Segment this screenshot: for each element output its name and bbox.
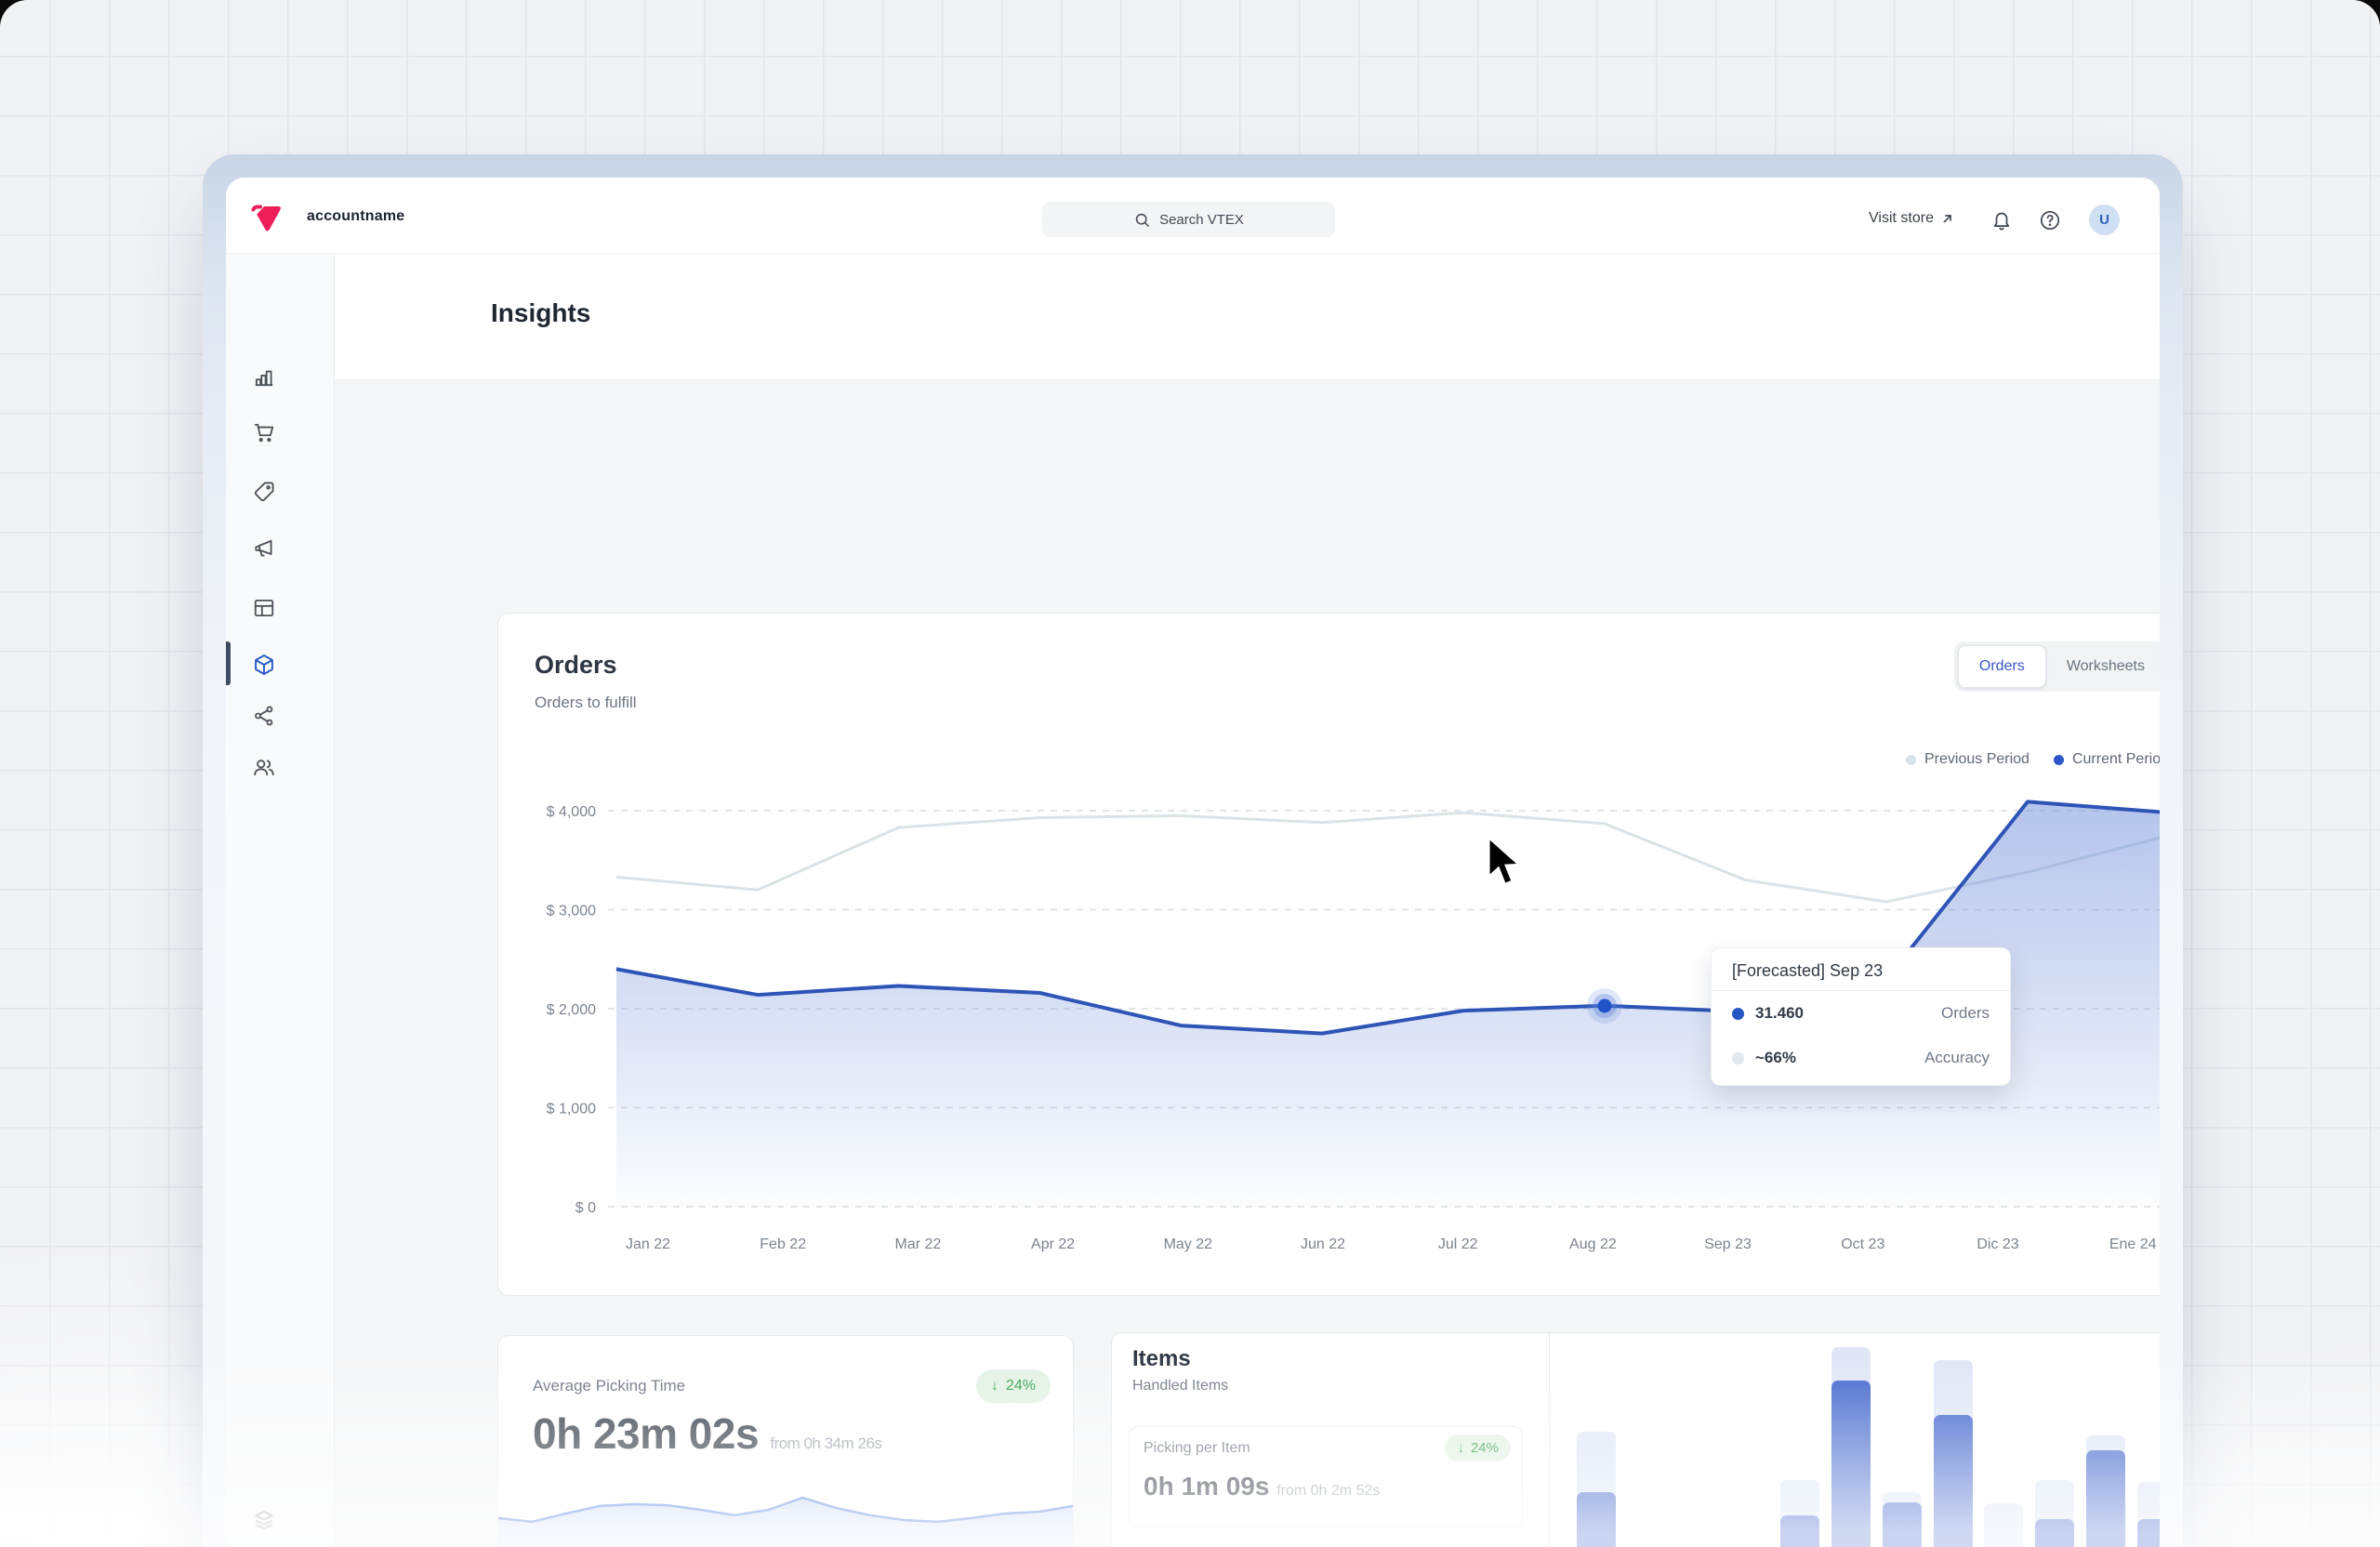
sidebar-item-orders-cart[interactable] (252, 420, 276, 444)
avatar[interactable]: U (2089, 205, 2120, 235)
svg-text:$ 1,000: $ 1,000 (547, 1102, 596, 1117)
tooltip-row-accuracy: ~66% Accuracy (1732, 1049, 1990, 1067)
legend-current-period: Current Period (2053, 751, 2160, 768)
avatar-initial: U (2099, 212, 2109, 228)
tooltip-title: [Forecasted] Sep 23 (1732, 961, 1884, 980)
svg-text:Ene 24: Ene 24 (2109, 1236, 2157, 1252)
sidebar-item-apps-layers[interactable] (252, 1508, 276, 1532)
tooltip-row-orders: 31.460 Orders (1732, 1004, 1990, 1023)
avg-picking-sparkline (498, 1496, 1073, 1547)
orders-card-subtitle: Orders to fulfill (535, 694, 637, 711)
svg-text:Feb 22: Feb 22 (760, 1236, 806, 1252)
svg-text:$ 0: $ 0 (575, 1200, 596, 1216)
page-header: Insights (335, 254, 2160, 380)
admin-window: accountname Search VTEX Visit store U (226, 178, 2160, 1547)
active-item-indicator (226, 641, 231, 685)
svg-text:$ 2,000: $ 2,000 (547, 1002, 596, 1018)
search-input[interactable]: Search VTEX (1042, 202, 1335, 237)
bar-actual (1933, 1415, 1973, 1547)
sidebar-item-users[interactable] (252, 755, 276, 779)
sidebar-item-analytics[interactable] (252, 364, 276, 389)
sidebar-item-promotions-tag[interactable] (252, 480, 276, 504)
external-arrow-icon (1943, 214, 1951, 223)
handled-items-bar-chart (1549, 1333, 2160, 1547)
avg-picking-value: 0h 23m 02s from 0h 34m 26s (533, 1409, 882, 1458)
legend-previous-period: Previous Period (1906, 751, 2030, 768)
content-area: Orders Orders to fulfill Orders Workshee… (335, 380, 2160, 1547)
orders-card: Orders Orders to fulfill Orders Workshee… (497, 613, 2160, 1296)
page-title: Insights (491, 298, 591, 327)
svg-text:Jun 22: Jun 22 (1301, 1236, 1345, 1252)
picking-per-item-from: from 0h 2m 52s (1276, 1483, 1381, 1499)
bar-actual (1577, 1491, 1616, 1547)
window-frame: accountname Search VTEX Visit store U (203, 154, 2183, 1547)
picking-per-item-badge: ↓ 24% (1445, 1435, 1511, 1461)
svg-text:Dic 23: Dic 23 (1977, 1236, 2018, 1252)
bar-forecast-cap (1984, 1503, 2024, 1547)
notifications-bell-icon[interactable] (1990, 209, 2013, 231)
sidebar (226, 254, 335, 1547)
orders-card-title: Orders (535, 651, 617, 679)
vtex-logo-icon[interactable] (250, 205, 282, 234)
svg-text:Sep 23: Sep 23 (1704, 1236, 1752, 1252)
legend-dot-current (2053, 754, 2064, 765)
svg-text:Jul 22: Jul 22 (1438, 1236, 1478, 1252)
orders-worksheets-toggle: Orders Worksheets (1953, 641, 2160, 692)
tooltip-divider (1712, 990, 2010, 991)
sidebar-item-storefront-layout[interactable] (252, 596, 276, 620)
chart-tooltip: [Forecasted] Sep 23 31.460 Orders ~66% A… (1711, 947, 2011, 1086)
svg-text:$ 4,000: $ 4,000 (547, 804, 596, 820)
avg-picking-from: from 0h 34m 26s (770, 1435, 882, 1452)
items-subtitle: Handled Items (1132, 1378, 1229, 1394)
sidebar-item-shipping-cube[interactable] (252, 653, 276, 677)
svg-text:Aug 22: Aug 22 (1569, 1236, 1617, 1252)
sidebar-item-integrations-share[interactable] (252, 704, 276, 728)
svg-text:Mar 22: Mar 22 (895, 1236, 942, 1252)
bar-actual (2136, 1519, 2160, 1547)
avg-picking-title: Average Picking Time (533, 1377, 686, 1395)
tooltip-dot-accuracy (1732, 1051, 1744, 1064)
svg-text:Oct 23: Oct 23 (1841, 1236, 1884, 1252)
avg-picking-badge: ↓ 24% (975, 1369, 1051, 1403)
arrow-down-icon: ↓ (990, 1378, 998, 1394)
bar-actual (2086, 1450, 2125, 1547)
arrow-down-icon: ↓ (1457, 1440, 1464, 1456)
tab-worksheets[interactable]: Worksheets (2066, 658, 2145, 674)
bar-actual (1780, 1514, 1820, 1547)
items-card: Items Handled Items Picking per Item ↓ 24… (1111, 1332, 2160, 1547)
tooltip-dot-orders (1732, 1007, 1744, 1020)
items-title: Items (1132, 1346, 1191, 1371)
tab-orders[interactable]: Orders (1957, 645, 2046, 688)
svg-text:May 22: May 22 (1164, 1236, 1213, 1252)
picking-per-item-box: Picking per Item ↓ 24% 0h 1m 09s from 0h … (1129, 1426, 1523, 1528)
picking-per-item-value: 0h 1m 09s from 0h 2m 52s (1144, 1472, 1381, 1501)
visit-store-link[interactable]: Visit store (1869, 210, 1955, 227)
help-icon[interactable] (2039, 209, 2061, 231)
legend-dot-previous (1906, 754, 1916, 765)
topbar: accountname Search VTEX Visit store U (226, 178, 2160, 254)
bar-actual (2035, 1519, 2075, 1547)
bar-actual (1882, 1501, 1922, 1547)
average-picking-time-card: Average Picking Time ↓ 24% 0h 23m 02s fr… (497, 1335, 1074, 1547)
sidebar-item-marketing-megaphone[interactable] (252, 536, 276, 561)
chart-legend: Previous Period Current Period (1906, 751, 2160, 768)
picking-per-item-title: Picking per Item (1144, 1440, 1250, 1456)
svg-text:$ 3,000: $ 3,000 (547, 904, 596, 919)
search-icon (1135, 213, 1150, 227)
mouse-cursor (1487, 835, 1524, 887)
svg-text:Apr 22: Apr 22 (1031, 1236, 1075, 1252)
svg-text:Jan 22: Jan 22 (626, 1236, 670, 1252)
account-name: accountname (307, 208, 405, 224)
bar-actual (1831, 1381, 1871, 1547)
search-placeholder: Search VTEX (1159, 211, 1244, 228)
